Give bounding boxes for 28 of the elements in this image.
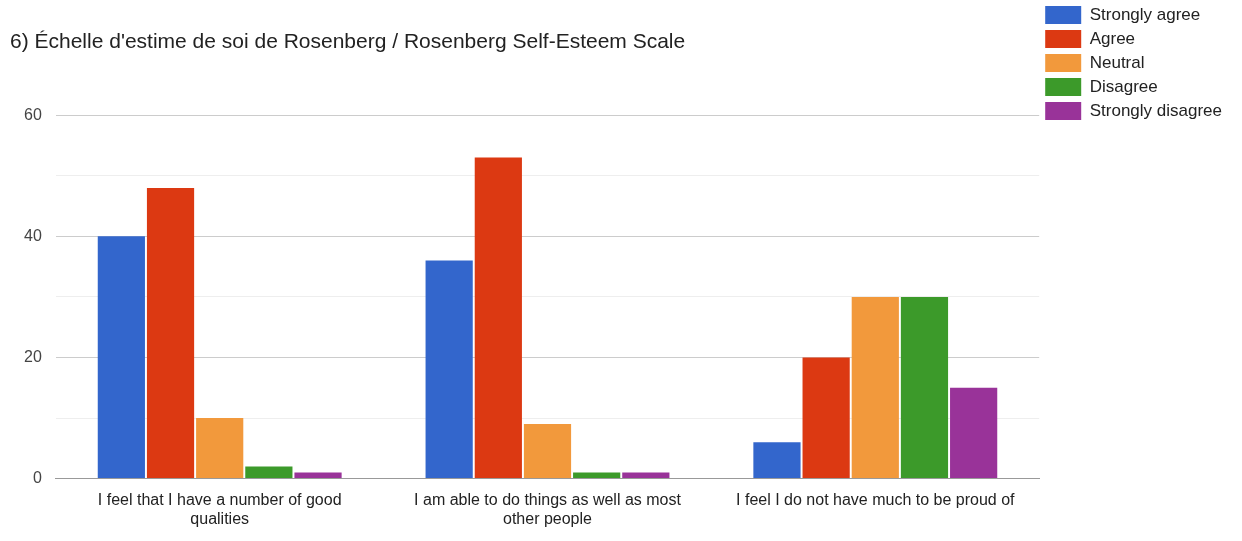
bar — [851, 296, 899, 479]
bar — [245, 466, 293, 479]
legend-label: Strongly disagree — [1089, 100, 1223, 120]
bar — [802, 357, 850, 479]
legend-label: Strongly agree — [1089, 4, 1201, 24]
legend-label: Neutral — [1089, 52, 1145, 72]
y-tick-label: 60 — [24, 105, 42, 123]
x-tick-label: I am able to do things as well as most other people — [414, 490, 682, 527]
legend-label: Agree — [1089, 28, 1136, 48]
chart-title: 6) Échelle d'estime de soi de Rosenberg / Rosenberg Self-Esteem Scale — [10, 29, 686, 53]
bar — [97, 236, 145, 479]
y-tick-label: 0 — [32, 469, 42, 487]
bar — [196, 418, 244, 479]
bar — [622, 472, 670, 479]
bar — [425, 260, 473, 479]
legend-label: Disagree — [1089, 76, 1158, 96]
bar — [523, 424, 572, 479]
bar — [900, 296, 949, 479]
x-tick-label: I feel that I have a number of good qualities — [97, 490, 342, 527]
bar — [950, 387, 998, 479]
bar — [146, 187, 195, 479]
bar — [753, 442, 801, 479]
bar — [474, 157, 522, 479]
y-tick-label: 40 — [24, 226, 42, 244]
x-tick-label: I feel I do not have much to be proud of — [736, 490, 1016, 508]
bar — [573, 472, 621, 479]
y-tick-label: 20 — [24, 347, 42, 365]
bar — [294, 472, 342, 479]
